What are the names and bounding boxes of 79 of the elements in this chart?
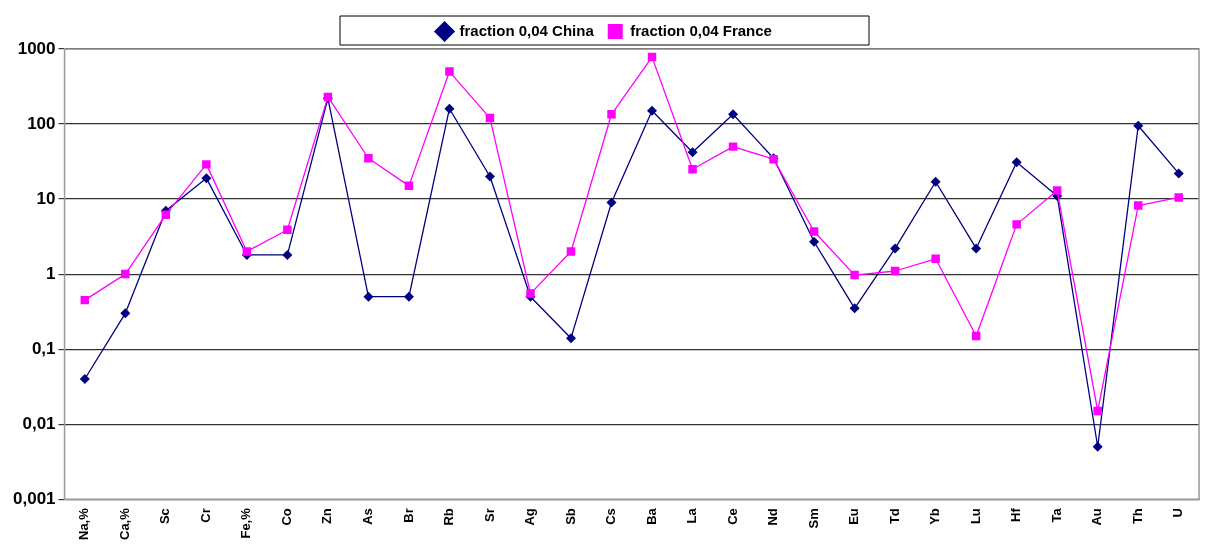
point <box>1173 168 1184 179</box>
point <box>688 164 697 174</box>
point <box>283 225 292 234</box>
point <box>1012 220 1021 229</box>
x-tick-label: Sb <box>562 508 578 525</box>
point <box>647 105 658 116</box>
point <box>687 147 698 158</box>
point <box>1133 120 1144 131</box>
y-tick-label: 1 <box>46 263 56 283</box>
x-tick-label: Rb <box>441 508 457 526</box>
point <box>363 291 374 302</box>
y-tick-label: 0,01 <box>22 413 56 433</box>
point <box>1092 441 1103 452</box>
point <box>809 227 819 236</box>
point <box>566 247 576 256</box>
point <box>202 160 211 169</box>
point <box>201 173 212 184</box>
x-tick-label: Cr <box>197 508 213 523</box>
x-tick-label: Nd <box>765 508 781 526</box>
x-tick-label: Eu <box>846 508 862 525</box>
point <box>931 254 940 264</box>
point <box>445 67 454 76</box>
point <box>120 308 131 319</box>
point <box>1133 201 1143 210</box>
point <box>971 243 982 254</box>
point <box>1011 157 1022 168</box>
point <box>484 171 495 182</box>
x-tick-label: Lu <box>967 508 983 525</box>
point <box>364 154 373 163</box>
point <box>607 110 616 119</box>
point <box>161 210 171 219</box>
point <box>566 333 576 344</box>
x-tick-label: Ba <box>643 507 659 525</box>
point <box>606 197 617 208</box>
x-tick-label: Sm <box>805 508 821 529</box>
point <box>403 291 414 302</box>
x-tick-label: Co <box>278 508 294 526</box>
x-tick-label: Th <box>1129 508 1145 525</box>
x-tick-label: Fe,% <box>238 507 254 539</box>
x-tick-label: As <box>359 508 375 525</box>
point <box>1174 193 1183 202</box>
point <box>121 269 130 279</box>
point <box>849 303 860 314</box>
y-tick-label: 0,1 <box>31 338 56 358</box>
point <box>728 142 738 151</box>
x-tick-label: Au <box>1089 508 1105 526</box>
point <box>526 289 535 298</box>
x-tick-label: Ca,% <box>116 507 132 541</box>
x-tick-label: Zn <box>319 508 335 525</box>
point <box>79 374 90 384</box>
point <box>444 103 455 114</box>
x-tick-label: Ag <box>522 508 538 526</box>
point <box>850 270 859 280</box>
point <box>242 247 252 256</box>
legend-label: fraction 0,04 France <box>630 21 772 39</box>
point <box>809 236 820 247</box>
x-tick-label: Ce <box>724 508 740 525</box>
x-tick-label: Td <box>886 508 902 525</box>
point <box>1052 186 1062 195</box>
point <box>1093 406 1102 416</box>
point <box>282 249 293 260</box>
x-tick-label: Na,% <box>76 507 92 541</box>
x-tick-label: Cs <box>603 508 619 525</box>
y-tick-label: 1000 <box>17 38 56 58</box>
legend-label: fraction 0,04 China <box>459 21 595 39</box>
x-tick-label: La <box>684 507 700 524</box>
point <box>930 176 941 187</box>
y-tick-label: 10 <box>36 188 56 208</box>
x-tick-label: Sc <box>157 508 173 525</box>
x-tick-label: Sr <box>481 508 497 522</box>
x-tick-label: Hf <box>1008 507 1024 522</box>
x-tick-label: U <box>1170 508 1186 518</box>
point <box>728 109 739 120</box>
x-tick-label: Yb <box>927 508 943 525</box>
y-tick-label: 100 <box>27 113 56 133</box>
x-tick-label: Ta <box>1048 507 1064 523</box>
x-tick-label: Br <box>400 508 416 523</box>
y-tick-label: 0,001 <box>12 488 56 508</box>
point <box>890 243 901 254</box>
